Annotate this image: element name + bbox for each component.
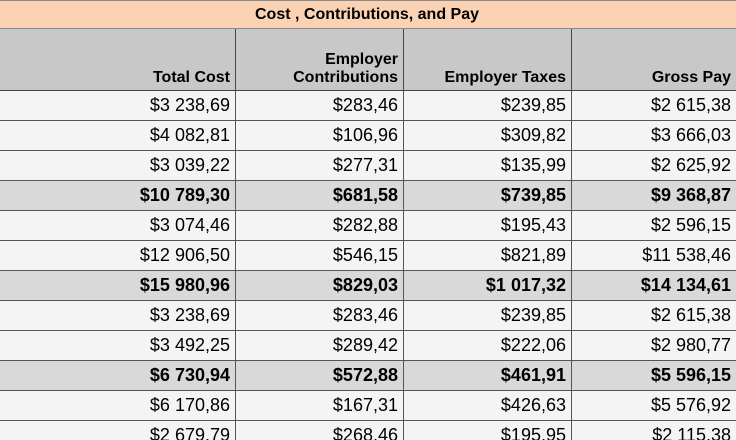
table-title-row: Cost , Contributions, and Pay [0, 0, 736, 29]
cell-total-cost[interactable]: $15 980,96 [0, 270, 236, 301]
cell-employer-taxes[interactable]: $461,91 [403, 360, 572, 391]
column-header-employer-taxes[interactable]: Employer Taxes [403, 28, 572, 91]
cell-total-cost[interactable]: $3 492,25 [0, 330, 236, 361]
column-header-line2: Gross Pay [651, 69, 732, 86]
cell-gross-pay[interactable]: $5 596,15 [570, 360, 736, 391]
cell-employer-taxes[interactable]: $1 017,32 [403, 270, 572, 301]
column-header-gross-pay[interactable]: Gross Pay [570, 28, 736, 91]
cell-employer-taxes[interactable]: $195,43 [403, 210, 572, 241]
cell-gross-pay[interactable]: $14 134,61 [570, 270, 736, 301]
cell-employer-taxes[interactable]: $309,82 [403, 120, 572, 151]
cell-total-cost[interactable]: $6 730,94 [0, 360, 236, 391]
table-row: $4 082,81 $106,96 $309,82 $3 666,03 [0, 120, 736, 151]
cell-total-cost[interactable]: $3 039,22 [0, 150, 236, 181]
cell-employer-contributions[interactable]: $546,15 [235, 240, 404, 271]
cell-employer-taxes[interactable]: $135,99 [403, 150, 572, 181]
cell-total-cost[interactable]: $3 238,69 [0, 90, 236, 121]
cell-employer-contributions[interactable]: $681,58 [235, 180, 404, 211]
cell-gross-pay[interactable]: $9 368,87 [570, 180, 736, 211]
subtotal-row: $10 789,30 $681,58 $739,85 $9 368,87 [0, 180, 736, 211]
cell-total-cost[interactable]: $3 074,46 [0, 210, 236, 241]
cell-gross-pay[interactable]: $3 666,03 [570, 120, 736, 151]
cell-employer-contributions[interactable]: $282,88 [235, 210, 404, 241]
column-header-line1: Employer [325, 51, 398, 68]
table-title[interactable]: Cost , Contributions, and Pay [0, 0, 736, 29]
cell-employer-taxes[interactable]: $239,85 [403, 300, 572, 331]
table-row: $12 906,50 $546,15 $821,89 $11 538,46 [0, 240, 736, 271]
column-header-row: Total Cost Employer Contributions Employ… [0, 28, 736, 91]
column-header-line2: Employer Taxes [444, 69, 566, 86]
cell-gross-pay[interactable]: $11 538,46 [570, 240, 736, 271]
column-header-line2: Contributions [293, 69, 398, 86]
subtotal-row: $15 980,96 $829,03 $1 017,32 $14 134,61 [0, 270, 736, 301]
cell-employer-taxes[interactable]: $739,85 [403, 180, 572, 211]
table-row: $6 170,86 $167,31 $426,63 $5 576,92 [0, 390, 736, 421]
table-row: $3 039,22 $277,31 $135,99 $2 625,92 [0, 150, 736, 181]
cell-total-cost[interactable]: $3 238,69 [0, 300, 236, 331]
cell-gross-pay[interactable]: $2 615,38 [570, 300, 736, 331]
cell-gross-pay[interactable]: $2 115,38 [570, 420, 736, 440]
table-row: $3 238,69 $283,46 $239,85 $2 615,38 [0, 300, 736, 331]
cell-total-cost[interactable]: $6 170,86 [0, 390, 236, 421]
cell-employer-taxes[interactable]: $426,63 [403, 390, 572, 421]
cell-gross-pay[interactable]: $5 576,92 [570, 390, 736, 421]
cell-employer-contributions[interactable]: $106,96 [235, 120, 404, 151]
cell-total-cost[interactable]: $2 679,79 [0, 420, 236, 440]
cell-total-cost[interactable]: $12 906,50 [0, 240, 236, 271]
cell-employer-contributions[interactable]: $277,31 [235, 150, 404, 181]
table-row: $3 074,46 $282,88 $195,43 $2 596,15 [0, 210, 736, 241]
column-header-employer-contributions[interactable]: Employer Contributions [235, 28, 404, 91]
cell-employer-contributions[interactable]: $283,46 [235, 90, 404, 121]
cell-employer-contributions[interactable]: $572,88 [235, 360, 404, 391]
cell-total-cost[interactable]: $10 789,30 [0, 180, 236, 211]
cell-employer-contributions[interactable]: $167,31 [235, 390, 404, 421]
subtotal-row: $6 730,94 $572,88 $461,91 $5 596,15 [0, 360, 736, 391]
cell-employer-contributions[interactable]: $289,42 [235, 330, 404, 361]
cell-employer-taxes[interactable]: $821,89 [403, 240, 572, 271]
cell-gross-pay[interactable]: $2 596,15 [570, 210, 736, 241]
cell-total-cost[interactable]: $4 082,81 [0, 120, 236, 151]
column-header-line2: Total Cost [152, 69, 230, 86]
cell-gross-pay[interactable]: $2 625,92 [570, 150, 736, 181]
table-row: $2 679,79 $268,46 $195,95 $2 115,38 [0, 420, 736, 440]
table-row: $3 238,69 $283,46 $239,85 $2 615,38 [0, 90, 736, 121]
cell-employer-contributions[interactable]: $283,46 [235, 300, 404, 331]
cell-employer-contributions[interactable]: $268,46 [235, 420, 404, 440]
cell-employer-contributions[interactable]: $829,03 [235, 270, 404, 301]
column-header-total-cost[interactable]: Total Cost [0, 28, 236, 91]
table-row: $3 492,25 $289,42 $222,06 $2 980,77 [0, 330, 736, 361]
cell-gross-pay[interactable]: $2 615,38 [570, 90, 736, 121]
cell-employer-taxes[interactable]: $239,85 [403, 90, 572, 121]
cell-employer-taxes[interactable]: $195,95 [403, 420, 572, 440]
cell-gross-pay[interactable]: $2 980,77 [570, 330, 736, 361]
cell-employer-taxes[interactable]: $222,06 [403, 330, 572, 361]
